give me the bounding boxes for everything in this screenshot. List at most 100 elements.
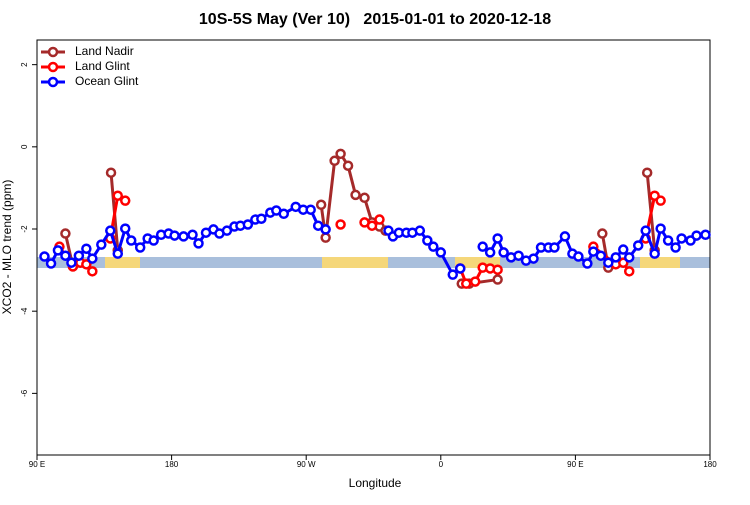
- data-point: [447, 269, 459, 280]
- data-point: [305, 204, 316, 215]
- data-point: [588, 246, 599, 257]
- data-point: [460, 278, 472, 289]
- x-tick-label: 90 W: [297, 460, 316, 469]
- x-tick-label: 90 E: [567, 460, 583, 469]
- data-point: [119, 223, 131, 234]
- data-point: [597, 228, 608, 239]
- legend-label: Land Nadir: [75, 44, 134, 58]
- data-point: [242, 219, 254, 230]
- data-point: [528, 253, 539, 264]
- data-point: [81, 259, 92, 270]
- data-point: [649, 248, 660, 259]
- data-point: [610, 252, 622, 263]
- data-point: [335, 148, 346, 160]
- data-point: [573, 251, 584, 262]
- data-point: [623, 266, 635, 277]
- data-point: [329, 155, 340, 167]
- data-point: [112, 248, 124, 259]
- data-point: [603, 257, 614, 268]
- data-point: [492, 233, 503, 244]
- data-point: [469, 276, 481, 287]
- data-point: [582, 258, 593, 269]
- legend-label: Land Glint: [75, 59, 130, 73]
- data-point: [366, 220, 378, 231]
- data-point: [618, 244, 629, 255]
- legend-label: Ocean Glint: [75, 74, 139, 88]
- data-point: [45, 258, 57, 269]
- x-tick-label: 0: [439, 460, 444, 469]
- data-point: [422, 235, 433, 246]
- data-point: [125, 235, 137, 246]
- legend-marker: [47, 61, 59, 73]
- surface-band: [37, 257, 710, 268]
- data-point: [655, 195, 666, 206]
- data-point: [559, 231, 571, 242]
- data-point: [359, 192, 370, 204]
- land-band: [105, 257, 140, 268]
- data-point: [513, 250, 524, 261]
- data-point: [691, 230, 702, 241]
- data-point: [96, 239, 107, 250]
- data-point: [414, 225, 426, 236]
- chart-title: 10S-5S May (Ver 10) 2015-01-01 to 2020-1…: [199, 11, 551, 28]
- data-point: [700, 229, 711, 241]
- legend-marker: [47, 46, 59, 58]
- data-point: [435, 247, 447, 258]
- y-tick-label: -4: [20, 307, 29, 315]
- data-point: [320, 224, 331, 235]
- data-point: [87, 266, 98, 277]
- legend-marker: [47, 76, 59, 88]
- data-point: [87, 253, 98, 264]
- x-tick-label: 180: [703, 460, 717, 469]
- data-point: [320, 232, 331, 243]
- data-point: [623, 252, 635, 263]
- x-tick-label: 90 E: [29, 460, 45, 469]
- data-point: [428, 241, 439, 252]
- y-axis-label: XCO2 - MLO trend (ppm): [0, 180, 14, 315]
- data-point: [492, 264, 503, 275]
- y-tick-label: -2: [20, 225, 29, 233]
- data-point: [484, 247, 496, 258]
- data-point: [187, 229, 198, 241]
- data-point: [335, 219, 346, 230]
- data-point: [178, 231, 189, 242]
- y-tick-label: 0: [20, 144, 29, 149]
- data-point: [315, 199, 327, 211]
- data-point: [374, 214, 385, 225]
- x-axis-label: Longitude: [349, 476, 402, 490]
- data-point: [662, 235, 674, 246]
- data-point: [676, 233, 687, 244]
- data-point: [39, 251, 50, 262]
- data-point: [632, 240, 644, 251]
- data-point: [492, 274, 503, 285]
- data-point: [193, 238, 204, 249]
- data-point: [119, 195, 131, 206]
- data-point: [105, 225, 116, 236]
- data-point: [60, 228, 71, 239]
- data-point: [148, 235, 159, 246]
- x-tick-label: 180: [165, 460, 179, 469]
- data-point: [221, 225, 233, 236]
- data-point: [52, 245, 64, 256]
- land-band: [322, 257, 388, 268]
- data-point: [670, 242, 681, 253]
- data-point: [112, 190, 124, 201]
- y-tick-label: -6: [20, 389, 29, 397]
- data-point: [81, 243, 92, 254]
- data-point: [477, 241, 488, 252]
- data-point: [66, 257, 77, 268]
- data-point: [256, 213, 267, 224]
- data-point: [454, 263, 466, 274]
- plot-frame: [36, 39, 711, 456]
- data-point: [134, 242, 146, 253]
- data-point: [105, 167, 117, 178]
- y-tick-label: 2: [20, 62, 29, 67]
- land-band: [455, 257, 500, 268]
- data-point: [350, 189, 361, 201]
- land-band: [640, 257, 680, 268]
- data-point: [595, 250, 607, 261]
- data-point: [641, 167, 653, 178]
- data-point: [655, 223, 666, 234]
- data-point: [342, 160, 354, 171]
